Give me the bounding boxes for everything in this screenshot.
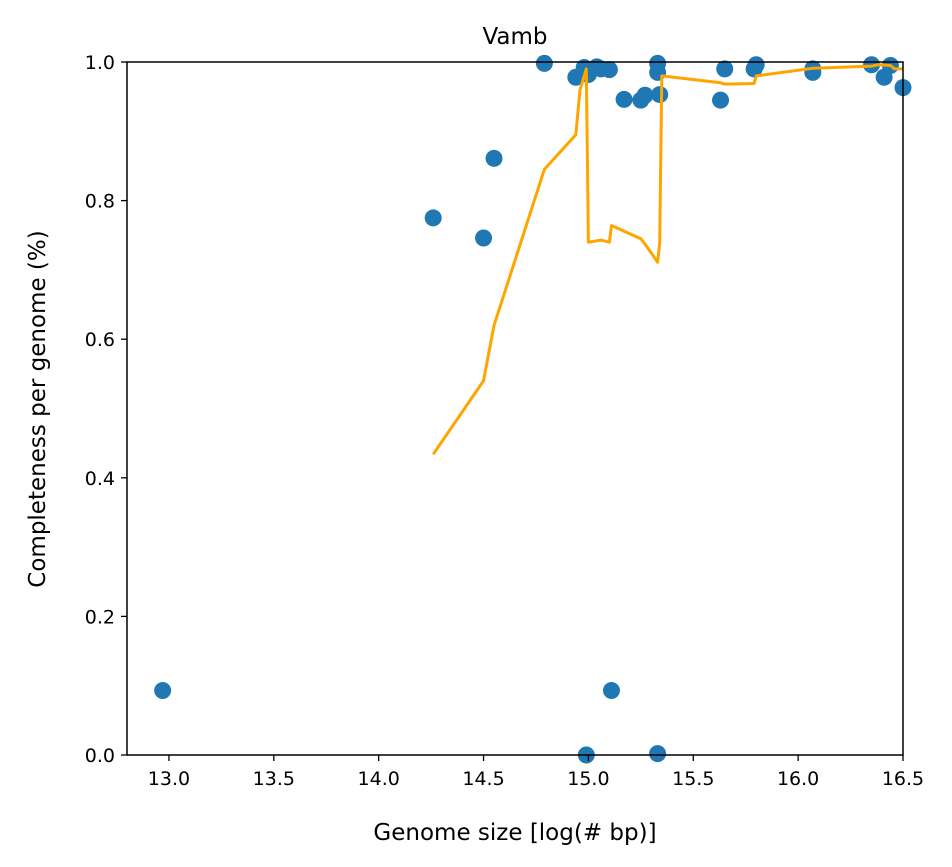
scatter-point [716, 60, 734, 78]
y-tick-label: 1.0 [85, 52, 115, 74]
scatter-point [649, 54, 667, 72]
y-axis: 0.0 0.2 0.4 0.6 0.8 1.0 [85, 52, 127, 767]
trend-line [431, 63, 903, 456]
scatter-point [535, 54, 553, 72]
scatter-point [747, 56, 765, 74]
y-tick-label: 0.0 [85, 745, 115, 767]
x-tick-label: 13.5 [253, 768, 295, 790]
scatter-point [154, 682, 172, 700]
x-tick-label: 15.0 [567, 768, 609, 790]
scatter-point [475, 229, 493, 247]
plot-frame [126, 61, 904, 756]
y-tick-label: 0.8 [85, 191, 115, 213]
scatter-point [712, 91, 730, 109]
y-tick-label: 0.6 [85, 329, 115, 351]
plot-area [126, 54, 912, 764]
scatter-point [600, 61, 618, 79]
scatter-point [636, 86, 654, 104]
x-tick-label: 14.5 [462, 768, 504, 790]
x-tick-label: 13.0 [148, 768, 190, 790]
x-tick-label: 16.0 [777, 768, 819, 790]
chart-title: Vamb [482, 24, 547, 50]
y-tick-label: 0.2 [85, 606, 115, 628]
x-tick-label: 14.0 [358, 768, 400, 790]
y-axis-label: Completeness per genome (%) [25, 230, 51, 587]
scatter-point [424, 209, 442, 227]
scatter-point [651, 86, 669, 104]
scatter-point [602, 682, 620, 700]
trend-line-layer [431, 63, 903, 456]
x-axis-label: Genome size [log(# bp)] [373, 820, 656, 846]
x-axis: 13.0 13.5 14.0 14.5 15.0 15.5 16.0 16.5 [148, 755, 924, 790]
x-tick-label: 16.5 [882, 768, 924, 790]
scatter-point [649, 745, 667, 763]
scatter-point [485, 149, 503, 167]
scatter-point [615, 90, 633, 108]
y-tick-label: 0.4 [85, 468, 115, 490]
x-tick-label: 15.5 [672, 768, 714, 790]
